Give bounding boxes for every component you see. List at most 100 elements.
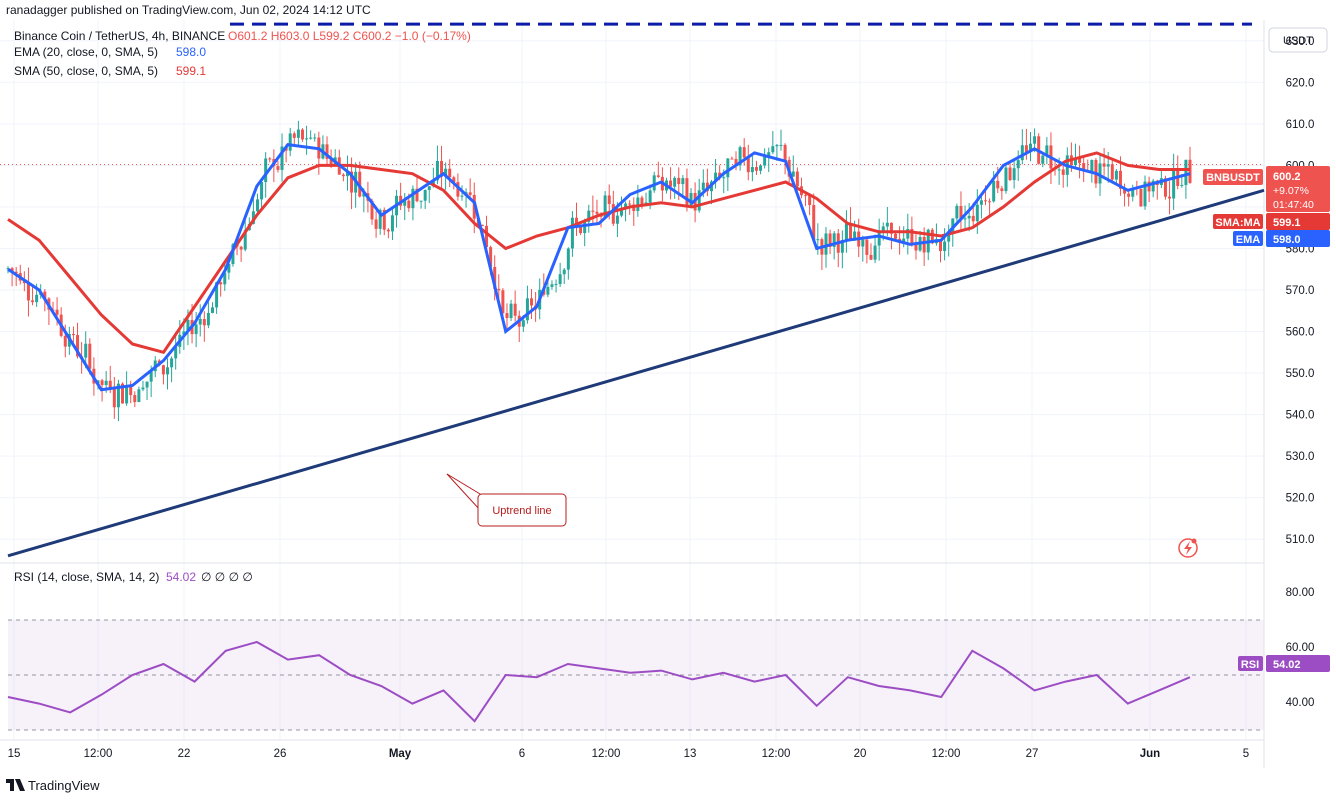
candle xyxy=(734,159,738,166)
candle xyxy=(726,158,730,178)
candle xyxy=(125,385,129,404)
candle xyxy=(1057,169,1061,171)
rsi-axis[interactable]: 40.00 60.00 80.00 xyxy=(1286,587,1315,709)
annotation-box[interactable] xyxy=(477,493,567,527)
sma-legend-label: SMA (50, close, 0, SMA, 5) xyxy=(14,64,158,78)
candle xyxy=(456,182,460,197)
currency-button[interactable] xyxy=(1268,27,1328,53)
time-axis-label: 12:00 xyxy=(592,748,621,760)
candle xyxy=(656,175,660,177)
candle xyxy=(509,303,513,319)
candle xyxy=(129,385,133,396)
candle xyxy=(939,239,943,252)
candle xyxy=(100,380,104,385)
candle xyxy=(1172,168,1176,199)
candle xyxy=(840,239,844,253)
time-axis[interactable]: 15 12:00 22 26 May 6 12:00 13 12:00 20 12:00 27 Jun 5 xyxy=(8,748,1250,760)
candle xyxy=(255,199,259,212)
candle xyxy=(902,238,906,244)
candle xyxy=(206,312,210,326)
candle xyxy=(562,269,566,275)
candle xyxy=(550,284,554,287)
time-axis-label: 26 xyxy=(274,748,287,760)
candle xyxy=(362,193,366,197)
candle xyxy=(1016,160,1020,169)
candle xyxy=(996,180,1000,189)
candle xyxy=(76,335,80,357)
time-axis-label: 6 xyxy=(519,748,525,760)
candle xyxy=(1102,163,1106,167)
candle xyxy=(1106,164,1110,167)
candle xyxy=(971,215,975,222)
time-axis-label: 22 xyxy=(178,748,191,760)
time-axis-label: 5 xyxy=(1243,748,1249,760)
candle xyxy=(722,177,726,179)
symbol-tag xyxy=(1203,169,1263,185)
price-axis-label: 550.0 xyxy=(1286,368,1315,380)
candle xyxy=(587,210,591,222)
sma-tag xyxy=(1213,214,1263,229)
candle xyxy=(943,241,947,252)
candle xyxy=(513,303,517,316)
candle xyxy=(305,138,309,140)
candle xyxy=(988,201,992,203)
candle xyxy=(521,320,525,327)
rsi-value-tag xyxy=(1266,655,1330,672)
annotation-pointer-2 xyxy=(446,473,481,511)
candle xyxy=(955,205,959,219)
ema-value-tag xyxy=(1266,230,1330,247)
tradingview-logo: TradingView xyxy=(6,778,100,793)
candle xyxy=(611,204,615,224)
candle xyxy=(525,298,529,321)
candle xyxy=(1028,143,1032,152)
candle xyxy=(1139,188,1143,207)
candle xyxy=(71,334,75,336)
candle xyxy=(595,211,599,214)
candle xyxy=(137,389,141,403)
candle xyxy=(403,200,407,206)
candle xyxy=(844,223,848,240)
candle xyxy=(419,200,423,202)
rsi-axis-label: 80.00 xyxy=(1286,587,1315,599)
lightning-icon[interactable] xyxy=(1178,538,1198,558)
candle xyxy=(108,380,112,389)
candle xyxy=(1012,168,1016,181)
candle xyxy=(1041,155,1045,164)
candle xyxy=(1180,184,1184,186)
sma-line xyxy=(7,151,1190,355)
candle xyxy=(480,224,484,226)
candle xyxy=(1020,145,1024,161)
candle xyxy=(1114,170,1118,180)
candle xyxy=(914,243,918,251)
price-axis-label: 540.0 xyxy=(1286,410,1315,422)
candle xyxy=(390,215,394,232)
candle xyxy=(615,215,619,224)
currency-button-label: USDT xyxy=(1283,35,1313,47)
candle xyxy=(881,226,885,231)
candle xyxy=(296,129,300,138)
candle xyxy=(440,160,444,177)
candle xyxy=(497,288,501,291)
candle xyxy=(603,195,607,217)
candle xyxy=(112,388,116,408)
candle xyxy=(325,144,329,159)
candle xyxy=(1094,159,1098,184)
candle xyxy=(804,195,808,197)
time-axis-label: 15 xyxy=(8,748,21,760)
price-axis-label: 570.0 xyxy=(1286,285,1315,297)
uptrend-line[interactable] xyxy=(7,188,1265,558)
symbol-line: Binance Coin / TetherUS, 4h, BINANCE xyxy=(14,29,225,43)
candle xyxy=(579,227,583,234)
candle xyxy=(1078,158,1082,164)
candle xyxy=(1090,159,1094,173)
candle xyxy=(6,268,10,270)
tradingview-logo-icon xyxy=(6,779,25,791)
price-tag xyxy=(1266,166,1330,212)
candle xyxy=(1168,196,1172,199)
candle xyxy=(468,192,472,195)
rsi-legend-extra: ∅ ∅ ∅ ∅ xyxy=(201,570,253,584)
price-axis[interactable]: 510.0520.0530.0540.0550.0560.0570.0580.0… xyxy=(1286,36,1315,546)
candle xyxy=(313,137,317,139)
candle xyxy=(489,247,493,268)
